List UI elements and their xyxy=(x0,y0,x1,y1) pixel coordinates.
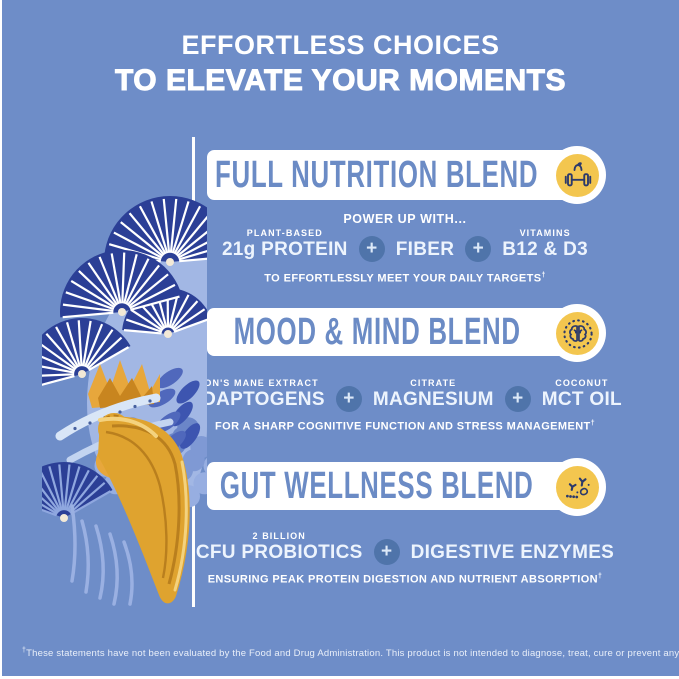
dagger-mark: † xyxy=(598,573,603,580)
paper-bird-illustration xyxy=(42,196,207,606)
ingredient-name: MCT OIL xyxy=(541,389,622,410)
caption-text: TO EFFORTLESSLY MEET YOUR DAILY TARGETS xyxy=(264,272,542,285)
footer-disclaimer: †These statements have not been evaluate… xyxy=(22,647,679,659)
header-line-2: TO ELEVATE YOUR MOMENTS xyxy=(115,64,566,98)
probiotics-icon xyxy=(556,466,599,509)
ingredient-protein: PLANT-BASED 21g PROTEIN xyxy=(222,227,348,261)
ingredient-row: 2 BILLION CFU PROBIOTICS + DIGESTIVE ENZ… xyxy=(189,530,621,565)
disclaimer-text: These statements have not been evaluated… xyxy=(26,648,679,660)
dagger-mark: † xyxy=(541,272,546,279)
ingredient-name: ADAPTOGENS xyxy=(188,389,325,410)
section-caption: ENSURING PEAK PROTEIN DIGESTION AND NUTR… xyxy=(189,573,621,586)
ingredient-name: CFU PROBIOTICS xyxy=(195,542,363,563)
caption-text: ENSURING PEAK PROTEIN DIGESTION AND NUTR… xyxy=(207,573,599,586)
section-title: FULL NUTRITION BLEND xyxy=(215,153,539,196)
ingredient-name: B12 & D3 xyxy=(502,239,589,260)
section-intro: POWER UP WITH... xyxy=(343,212,467,226)
caption-text: FOR A SHARP COGNITIVE FUNCTION AND STRES… xyxy=(215,420,591,433)
ingredient-vitamins: VITAMINS B12 & D3 xyxy=(502,227,588,261)
ingredient-name: FIBER xyxy=(395,239,455,260)
plus-icon: + xyxy=(504,386,531,412)
ingredient-enzymes: DIGESTIVE ENZYMES xyxy=(411,530,615,564)
ingredient-row: LION'S MANE EXTRACT ADAPTOGENS + CITRATE… xyxy=(188,377,622,412)
ingredient-label: LION'S MANE EXTRACT xyxy=(194,378,319,388)
section-title: MOOD & MIND BLEND xyxy=(233,310,521,353)
section-caption: FOR A SHARP COGNITIVE FUNCTION AND STRES… xyxy=(189,420,621,433)
ingredient-mct-oil: COCONUT MCT OIL xyxy=(542,377,622,411)
ingredient-adaptogens: LION'S MANE EXTRACT ADAPTOGENS xyxy=(188,377,325,411)
ingredient-name: DIGESTIVE ENZYMES xyxy=(410,542,615,563)
section-title: GUT WELLNESS BLEND xyxy=(220,464,534,507)
dagger-mark: † xyxy=(590,420,595,427)
plus-icon: + xyxy=(465,236,492,262)
ingredient-fiber: FIBER xyxy=(396,227,455,261)
banner-gut-wellness: GUT WELLNESS BLEND xyxy=(207,458,606,516)
header-line-1: EFFORTLESS CHOICES xyxy=(181,30,500,60)
ingredient-row: PLANT-BASED 21g PROTEIN + FIBER + VITAMI… xyxy=(189,227,621,262)
ingredient-name: 21g PROTEIN xyxy=(221,239,348,260)
dagger-mark: † xyxy=(22,647,27,654)
brain-icon xyxy=(556,312,599,355)
ingredient-probiotics: 2 BILLION CFU PROBIOTICS xyxy=(196,530,363,564)
ingredient-label: PLANT-BASED xyxy=(246,228,323,238)
banner-full-nutrition: FULL NUTRITION BLEND xyxy=(207,146,606,204)
ingredient-magnesium: CITRATE MAGNESIUM xyxy=(373,377,494,411)
ingredient-name: MAGNESIUM xyxy=(372,389,494,410)
plus-icon: + xyxy=(335,386,362,412)
ingredient-label: 2 BILLION xyxy=(252,531,306,541)
apple-dumbbell-icon xyxy=(556,154,599,197)
section-caption: TO EFFORTLESSLY MEET YOUR DAILY TARGETS† xyxy=(189,272,621,285)
ingredient-label: CITRATE xyxy=(410,378,457,388)
banner-mood-mind: MOOD & MIND BLEND xyxy=(207,304,606,362)
plus-icon: + xyxy=(373,539,400,565)
plus-icon: + xyxy=(358,236,385,262)
ingredient-label: COCONUT xyxy=(555,378,609,388)
ingredient-label: VITAMINS xyxy=(519,228,571,238)
